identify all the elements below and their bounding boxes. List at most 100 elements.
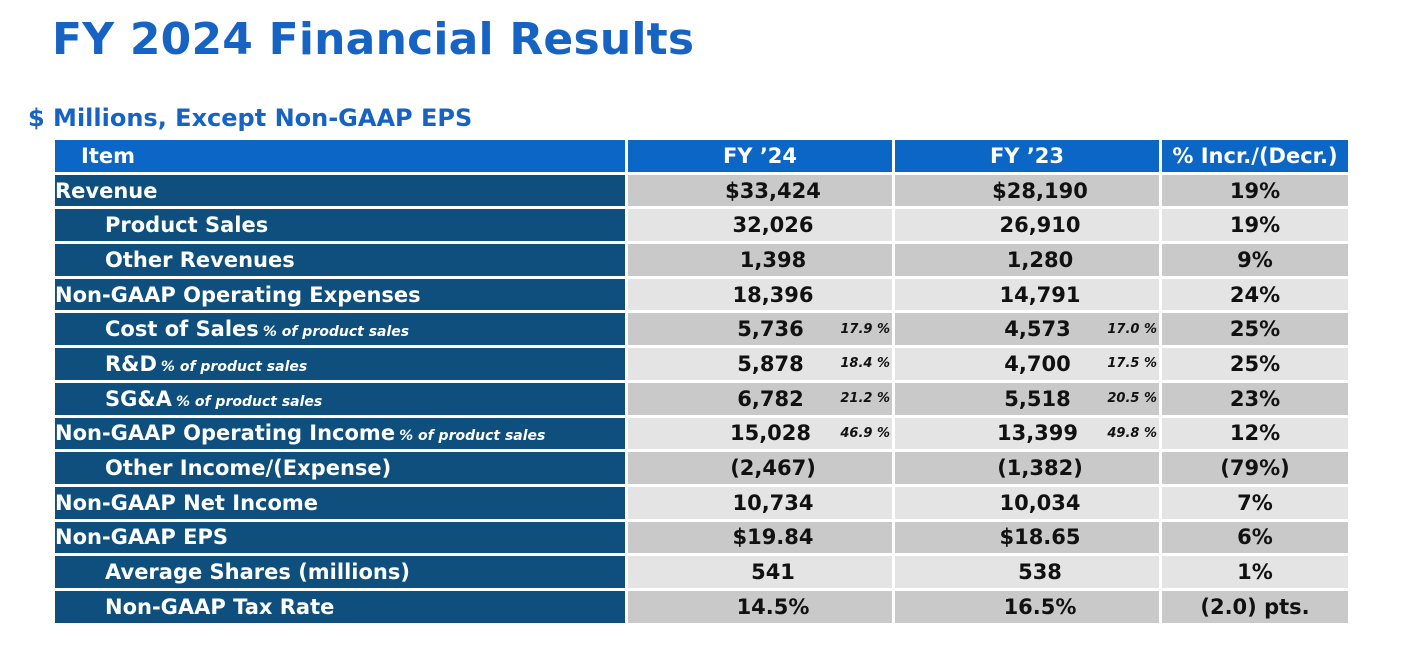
value-fy23: 26,910 [999,213,1081,238]
cell-fy24: 5,736 17.9 % [628,313,892,346]
value-fy24: 6,782 [737,386,804,411]
page-title: FY 2024 Financial Results [52,14,695,65]
value-fy24: $19.84 [732,525,814,550]
table-header-row: Item FY ’24 FY ’23 % Incr./(Decr.) [55,140,1348,172]
value-fy23: $28,190 [992,178,1088,203]
cell-fy24: $33,424 [628,174,892,207]
cell-fy24: 15,028 46.9 % [628,417,892,450]
row-item-cell: Other Revenues [55,244,625,276]
table-row: Average Shares (millions) 541 538 1% [55,556,1348,588]
table-row: Non-GAAP Net Income 10,734 10,034 7% [55,486,1348,519]
column-header-item: Item [55,140,625,172]
value-fy23: 13,399 [996,421,1079,446]
cell-fy24: 14.5% [628,590,892,623]
row-item-label: Non-GAAP Net Income [55,490,319,515]
row-item-label: Non-GAAP Operating Income [55,421,396,446]
table-row: Non-GAAP Operating Expenses 18,396 14,791 2… [55,278,1348,311]
value-fy24: (2,467) [730,456,816,481]
row-item-label: Non-GAAP EPS [55,525,228,550]
value-fy23: 4,700 [1004,351,1071,376]
cell-change: 25% [1162,348,1348,380]
cell-fy23: 538 [895,556,1159,588]
row-item-cell: Average Shares (millions) [55,556,625,588]
value-fy24: 1,398 [739,247,807,272]
value-fy23: 4,573 [1004,317,1071,342]
percent-of-sales-fy24: 46.9 % [840,425,890,441]
cell-fy23: $18.65 [895,521,1159,554]
cell-change: (2.0) pts. [1162,590,1348,623]
row-item-note: % of product sales [262,324,410,341]
cell-fy23: 26,910 [895,209,1159,242]
cell-change: (79%) [1162,452,1348,484]
cell-fy24: 10,734 [628,486,892,519]
row-item-cell: Non-GAAP Operating Expenses [55,278,625,311]
row-item-cell: Product Sales [55,209,625,242]
row-item-label: Cost of Sales [105,317,259,342]
cell-fy23: 4,573 17.0 % [895,313,1159,346]
percent-of-sales-fy23: 20.5 % [1107,391,1157,407]
row-item-cell: Non-GAAP EPS [55,521,625,554]
percent-of-sales-fy24: 21.2 % [840,391,890,407]
row-item-label: Revenue [55,178,158,203]
value-fy23: $18.65 [999,525,1081,550]
cell-fy23: 10,034 [895,486,1159,519]
cell-fy23: 5,518 20.5 % [895,382,1159,415]
row-item-label: Other Revenues [105,247,295,272]
row-item-cell: Revenue [55,174,625,207]
table-row: SG&A% of product sales 6,782 21.2 % 5,518 20… [55,382,1348,415]
cell-change: 24% [1162,278,1348,311]
row-item-label: R&D [105,351,157,376]
row-item-label: Non-GAAP Operating Expenses [55,282,421,307]
cell-change: 23% [1162,382,1348,415]
table-row: Non-GAAP Tax Rate 14.5% 16.5% (2.0) pts. [55,590,1348,623]
percent-of-sales-fy23: 17.0 % [1107,321,1157,337]
cell-fy24: (2,467) [628,452,892,484]
value-fy24: 15,028 [729,421,812,446]
value-fy24: 5,878 [737,351,804,376]
value-fy24: 18,396 [732,282,814,307]
row-item-note: % of product sales [175,393,323,410]
table-row: Non-GAAP Operating Income% of product sa… [55,417,1348,450]
row-item-cell: Non-GAAP Net Income [55,486,625,519]
column-header-fy23: FY ’23 [895,140,1159,172]
cell-fy24: $19.84 [628,521,892,554]
row-item-label: SG&A [105,386,172,411]
cell-fy24: 6,782 21.2 % [628,382,892,415]
value-fy23: 10,034 [999,490,1081,515]
cell-change: 19% [1162,209,1348,242]
value-fy24: 14.5% [736,594,810,619]
cell-change: 25% [1162,313,1348,346]
row-item-cell: Cost of Sales% of product sales [55,313,625,346]
value-fy24: 5,736 [737,317,804,342]
row-item-label: Average Shares (millions) [105,560,410,585]
table-row: Non-GAAP EPS $19.84 $18.65 6% [55,521,1348,554]
value-fy23: (1,382) [997,456,1083,481]
row-item-label: Non-GAAP Tax Rate [105,594,335,619]
table-row: Cost of Sales% of product sales 5,736 17.9… [55,313,1348,346]
row-item-cell: Other Income/(Expense) [55,452,625,484]
value-fy24: 541 [751,560,795,585]
row-item-label: Product Sales [105,213,269,238]
cell-change: 19% [1162,174,1348,207]
cell-change: 7% [1162,486,1348,519]
value-fy23: 538 [1018,560,1062,585]
cell-fy23: 14,791 [895,278,1159,311]
cell-fy23: $28,190 [895,174,1159,207]
cell-change: 6% [1162,521,1348,554]
cell-fy23: (1,382) [895,452,1159,484]
row-item-cell: SG&A% of product sales [55,382,625,415]
cell-fy24: 1,398 [628,244,892,276]
percent-of-sales-fy24: 17.9 % [840,321,890,337]
cell-fy24: 18,396 [628,278,892,311]
cell-fy24: 541 [628,556,892,588]
table-row: Product Sales 32,026 26,910 19% [55,209,1348,242]
value-fy24: 32,026 [732,213,814,238]
value-fy23: 14,791 [999,282,1081,307]
cell-fy23: 1,280 [895,244,1159,276]
value-fy24: $33,424 [725,178,821,203]
cell-change: 9% [1162,244,1348,276]
value-fy23: 5,518 [1004,386,1071,411]
cell-fy23: 4,700 17.5 % [895,348,1159,380]
cell-change: 1% [1162,556,1348,588]
financial-results-table: Item FY ’24 FY ’23 % Incr./(Decr.) Reven… [52,137,1351,626]
